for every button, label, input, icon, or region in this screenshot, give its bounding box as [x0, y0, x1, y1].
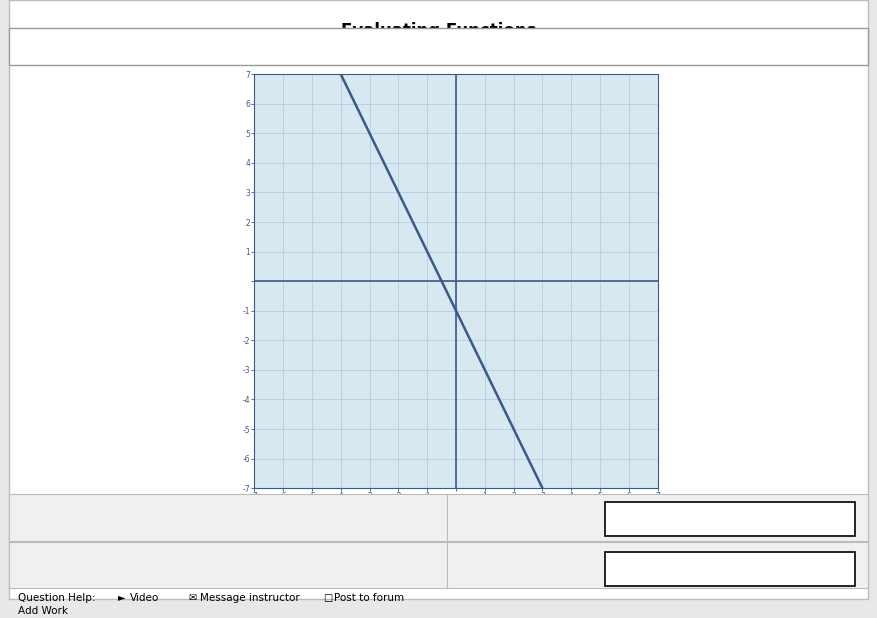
Text: Question Help:: Question Help:	[18, 593, 95, 603]
Text: Evaluate f(1):: Evaluate f(1):	[186, 511, 270, 525]
Text: f(1) =: f(1) =	[526, 511, 563, 525]
Text: Post to forum: Post to forum	[334, 593, 404, 603]
Text: Evaluating Functions: Evaluating Functions	[341, 22, 536, 40]
Text: Determine x when f(x) = 1: Determine x when f(x) = 1	[145, 558, 311, 572]
Text: ►: ►	[118, 593, 126, 603]
Text: ✉: ✉	[189, 593, 196, 603]
Text: □: □	[323, 593, 332, 603]
Text: Video: Video	[130, 593, 159, 603]
Text: x =: x =	[526, 558, 548, 572]
Text: The Function f(x) is represented below as a graph. Use f(x) to answer the follow: The Function f(x) is represented below a…	[163, 38, 714, 51]
Text: Message instructor: Message instructor	[200, 593, 300, 603]
Text: Add Work: Add Work	[18, 606, 68, 616]
